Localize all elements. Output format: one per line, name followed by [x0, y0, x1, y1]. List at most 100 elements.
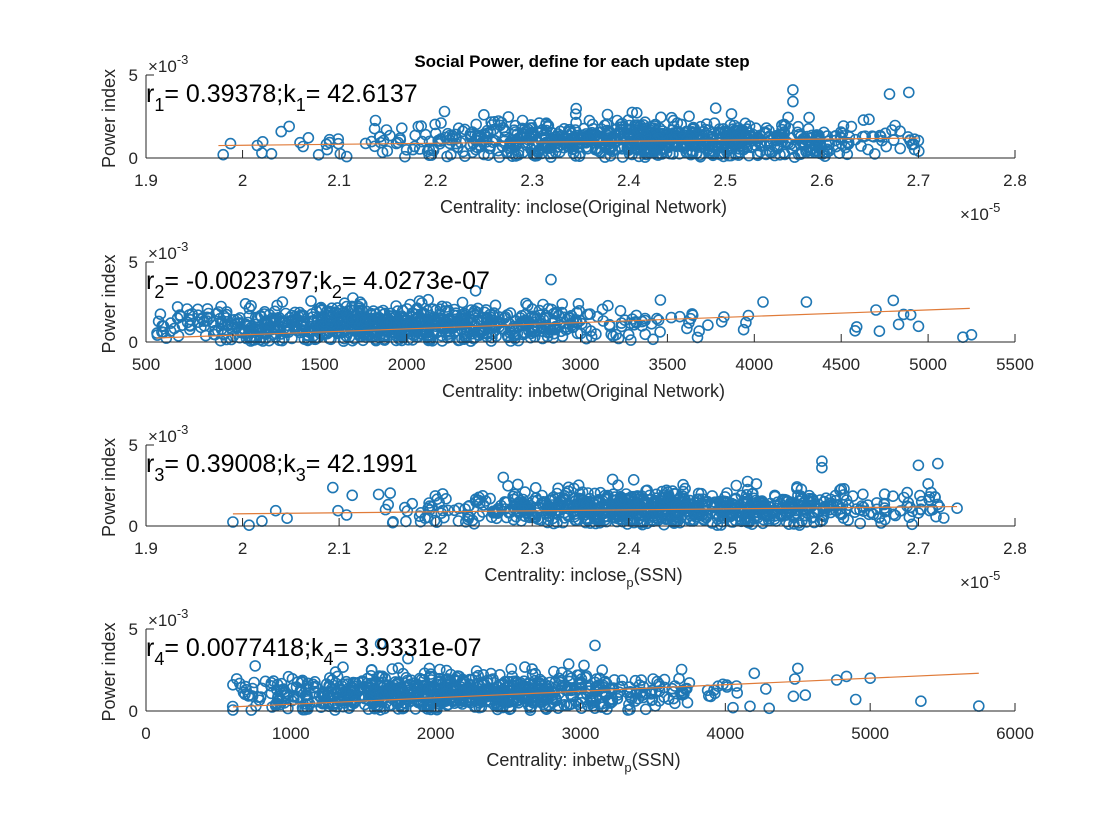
- data-point: [240, 683, 252, 696]
- x-axis-label-4: Centrality: inbetwp(SSN): [486, 750, 680, 775]
- x-tick-label: 2.7: [907, 539, 931, 558]
- data-point: [497, 471, 510, 484]
- data-point: [346, 489, 359, 502]
- data-point: [154, 308, 167, 321]
- annotation-k-base: k: [319, 267, 332, 295]
- data-point: [296, 701, 309, 714]
- data-point: [415, 297, 428, 309]
- data-point: [746, 487, 759, 500]
- data-point: [252, 691, 265, 704]
- x-tick-label: 2.2: [424, 171, 448, 190]
- data-point: [269, 504, 282, 517]
- x-tick-label: 1000: [272, 724, 310, 743]
- figure-title: Social Power, define for each update ste…: [414, 52, 749, 71]
- data-point: [380, 317, 393, 329]
- data-point: [806, 492, 818, 505]
- data-point: [421, 145, 434, 158]
- data-point: [421, 325, 434, 338]
- data-point: [603, 318, 616, 331]
- data-point: [220, 333, 233, 346]
- data-point: [570, 695, 582, 708]
- data-point: [427, 303, 440, 316]
- data-point: [742, 309, 755, 322]
- data-point: [331, 670, 344, 683]
- data-point: [543, 510, 556, 523]
- x-tick-label: 2: [238, 539, 247, 558]
- data-point: [737, 323, 750, 336]
- x-tick-label: 1.9: [134, 539, 158, 558]
- data-point: [385, 317, 397, 330]
- data-point: [629, 674, 642, 687]
- fit-annotation-4: r4= 0.0077418;k4= 3.9331e-07: [146, 634, 482, 669]
- data-point: [402, 319, 414, 332]
- data-point: [623, 142, 636, 154]
- data-point: [765, 138, 777, 150]
- data-point: [460, 332, 473, 344]
- data-point: [251, 324, 264, 336]
- data-point: [486, 327, 499, 340]
- data-point: [692, 500, 705, 513]
- data-point: [569, 108, 582, 120]
- x-tick-label: 2000: [388, 355, 426, 374]
- data-point: [712, 127, 725, 139]
- data-point: [526, 324, 539, 337]
- data-point: [830, 130, 842, 142]
- data-point: [624, 334, 637, 346]
- data-point: [359, 680, 372, 693]
- data-point: [367, 330, 380, 343]
- data-point: [662, 507, 675, 520]
- data-point: [862, 143, 874, 156]
- data-point: [692, 487, 705, 500]
- data-point: [291, 315, 304, 328]
- data-point: [520, 297, 532, 310]
- data-point: [818, 495, 831, 508]
- x-tick-label: 3500: [648, 355, 686, 374]
- data-point: [730, 479, 743, 492]
- data-point: [529, 481, 542, 494]
- data-point: [803, 489, 816, 502]
- data-point: [227, 516, 239, 528]
- data-point: [375, 671, 388, 683]
- data-point: [240, 332, 253, 345]
- data-point: [626, 313, 639, 325]
- y-tick-label: 5: [129, 620, 138, 639]
- data-point: [595, 146, 608, 158]
- data-point: [403, 689, 416, 701]
- data-point: [248, 676, 260, 689]
- data-point: [590, 673, 603, 685]
- data-point: [630, 317, 643, 329]
- data-point: [620, 488, 632, 500]
- data-point: [215, 317, 227, 330]
- data-point: [387, 515, 399, 528]
- data-point: [264, 679, 277, 692]
- data-point: [409, 703, 422, 715]
- data-point: [646, 694, 658, 707]
- x-tick-label: 2.6: [810, 539, 834, 558]
- data-point: [829, 134, 842, 147]
- data-point: [748, 667, 761, 680]
- data-point: [334, 304, 346, 317]
- data-point: [434, 135, 447, 147]
- data-point: [787, 84, 799, 96]
- data-point: [681, 322, 693, 335]
- data-point: [605, 687, 618, 700]
- data-point: [675, 663, 688, 676]
- data-point: [705, 130, 718, 143]
- data-point: [894, 505, 907, 517]
- x-tick-label: 2: [238, 171, 247, 190]
- data-point: [334, 684, 347, 697]
- data-point: [589, 639, 601, 652]
- data-point: [669, 697, 681, 710]
- data-point: [679, 683, 692, 695]
- x-tick-label: 500: [132, 355, 160, 374]
- fit-line-3: [232, 505, 958, 515]
- data-point: [912, 459, 925, 472]
- data-point: [224, 137, 237, 150]
- data-point: [887, 490, 899, 503]
- data-point: [856, 130, 869, 143]
- data-point: [748, 513, 760, 525]
- data-point: [715, 507, 728, 519]
- data-point: [654, 326, 666, 338]
- data-point: [717, 150, 730, 163]
- data-point: [624, 703, 636, 716]
